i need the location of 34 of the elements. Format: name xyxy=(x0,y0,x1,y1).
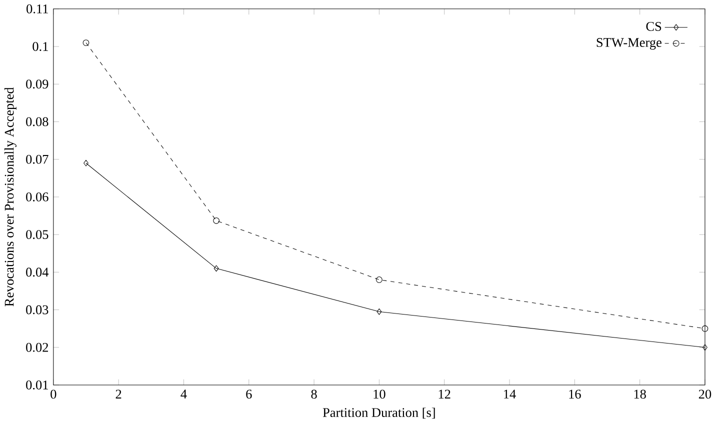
y-tick-label: 0.02 xyxy=(26,342,48,352)
x-tick-label: 18 xyxy=(634,390,646,399)
x-tick-label: 8 xyxy=(311,390,317,399)
y-axis-title: Revocations over Provisionally Accepted xyxy=(4,87,16,306)
x-tick-label: 12 xyxy=(438,390,450,398)
y-tick-label: 0.04 xyxy=(26,268,49,277)
legend-label: CS xyxy=(646,22,662,31)
y-tick-label: 0.05 xyxy=(26,230,48,240)
y-tick-label: 0.03 xyxy=(26,305,48,314)
y-tick-label: 0.11 xyxy=(26,4,48,14)
x-axis-title: Partition Duration [s] xyxy=(322,408,435,419)
x-tick-label: 6 xyxy=(246,390,252,399)
x-tick-label: 10 xyxy=(374,390,386,399)
x-tick-label: 0 xyxy=(50,390,56,399)
point xyxy=(213,217,220,224)
x-tick-label: 14 xyxy=(504,390,516,398)
point xyxy=(376,308,382,315)
point xyxy=(702,344,708,351)
y-tick-label: 0.09 xyxy=(26,80,48,89)
point xyxy=(84,160,88,166)
y-tick-label: 0.01 xyxy=(26,380,48,390)
y-tick-label: 0.1 xyxy=(32,42,48,51)
x-tick-label: 20 xyxy=(698,390,712,399)
point xyxy=(702,325,708,332)
point xyxy=(82,40,90,46)
x-tick-label: 2 xyxy=(116,390,122,398)
legend-label: STW-Merge xyxy=(596,38,662,50)
y-tick-label: 0.06 xyxy=(26,192,48,202)
x-tick-label: 16 xyxy=(569,390,581,399)
y-tick-label: 0.07 xyxy=(26,154,48,164)
point xyxy=(214,265,219,272)
y-tick-label: 0.08 xyxy=(26,117,48,126)
x-tick-label: 4 xyxy=(180,390,187,398)
point xyxy=(376,276,382,283)
